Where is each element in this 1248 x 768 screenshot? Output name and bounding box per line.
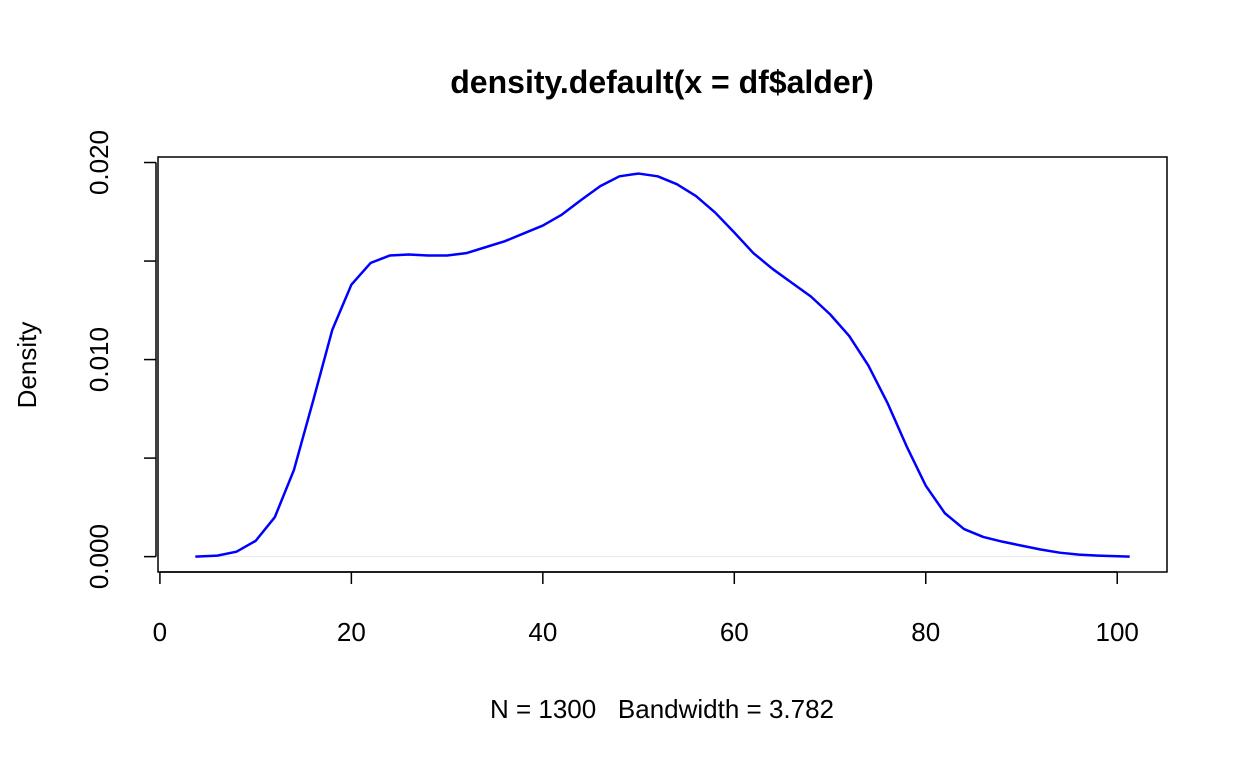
density-line <box>195 172 1130 558</box>
x-tick-label: 60 <box>720 617 749 647</box>
x-tick-label: 80 <box>911 617 940 647</box>
y-tick-label: 0.020 <box>84 130 114 195</box>
x-tick-label: 0 <box>153 617 167 647</box>
y-tick-label: 0.000 <box>84 524 114 589</box>
chart-title: density.default(x = df$alder) <box>450 64 874 100</box>
y-tick-label: 0.010 <box>84 327 114 392</box>
x-axis-label: N = 1300 Bandwidth = 3.782 <box>490 694 834 724</box>
plot-frame <box>157 156 1168 573</box>
y-axis-label: Density <box>12 322 42 409</box>
x-tick-label: 100 <box>1096 617 1139 647</box>
x-tick-label: 40 <box>528 617 557 647</box>
x-tick-label: 20 <box>337 617 366 647</box>
